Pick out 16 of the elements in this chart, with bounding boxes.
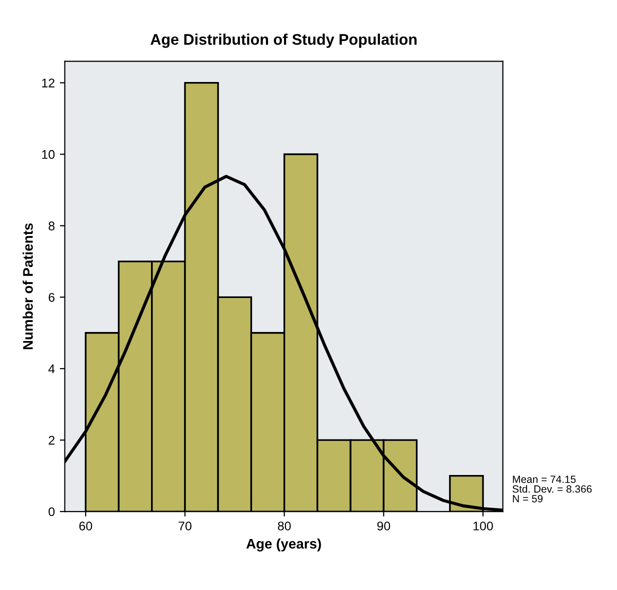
y-tick-label: 2: [48, 436, 54, 445]
x-tick-label: 70: [178, 522, 192, 530]
chart-title: Age Distribution of Study Population: [150, 34, 417, 48]
y-tick-label: 10: [42, 150, 55, 159]
y-tick-label: 0: [48, 507, 55, 516]
text: Mean = 74.15 Std. Dev. = 8.366 N = 59: [512, 476, 592, 502]
y-axis-title: Number of Patients: [22, 223, 33, 350]
y-tick-label: 4: [48, 364, 55, 374]
x-tick-label: 100: [474, 522, 493, 530]
x-tick-label: 90: [377, 522, 390, 530]
x-tick-label: 60: [79, 522, 92, 530]
x-axis-title: Age (years): [246, 538, 321, 552]
y-tick-label: 8: [48, 222, 55, 230]
y-tick-label: 12: [42, 78, 54, 88]
x-tick-label: 80: [278, 522, 291, 530]
y-tick-label: 6: [48, 292, 55, 302]
